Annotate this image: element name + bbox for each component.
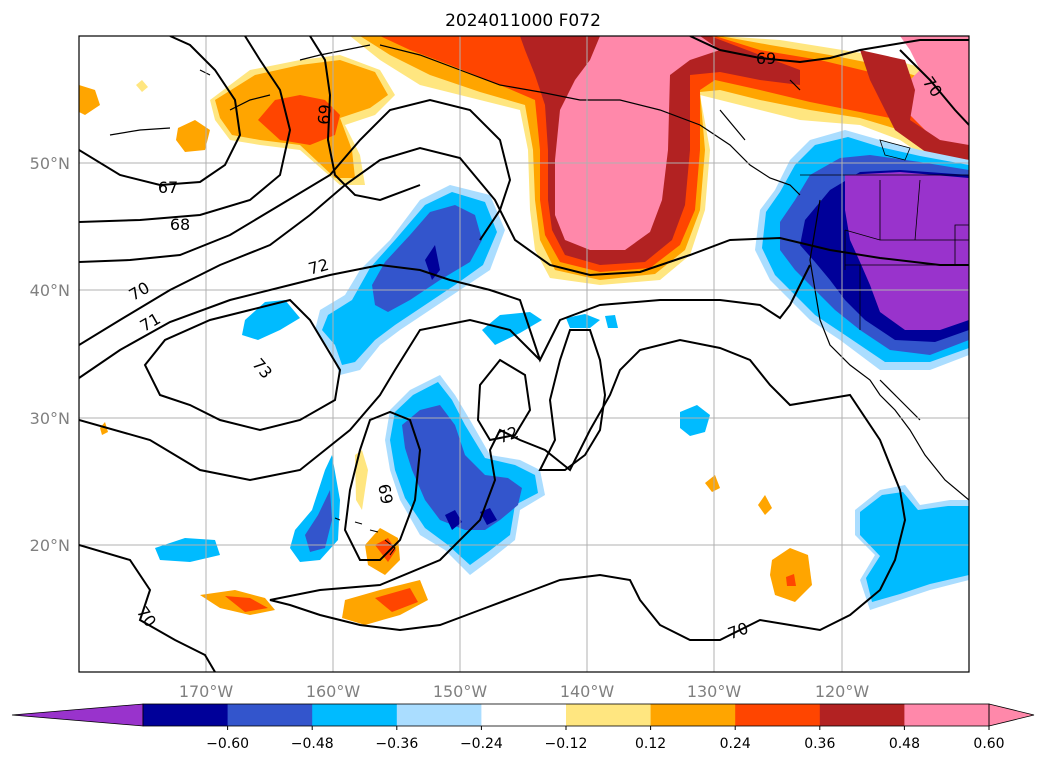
colorbar-tick-label: −0.60 [206,736,249,752]
state-borders [800,139,969,330]
contour-70-c [79,544,216,672]
colorbar-tick-label: −0.24 [460,736,503,752]
longitude-labels: 170°W 160°W 150°W 140°W 130°W 120°W [179,682,870,701]
colorbar-segment [396,704,482,726]
colorbar-tick-label: 0.60 [973,736,1004,752]
positive-anomaly-yellow-islet [136,80,148,92]
positive-anomaly-orange-islet [176,120,210,152]
map-frame [78,35,970,673]
contour-69-a [309,36,421,202]
positive-anomaly-orange-far-west [79,85,100,115]
positive-anomaly-yellow-sliver [355,450,368,510]
negative-anomaly-blue-southwest [305,490,332,552]
latitude-labels: 50°N 40°N 30°N 20°N [30,154,70,555]
colorbar-tick-label: 0.12 [635,736,666,752]
map-content: 67 68 69 69 69 70 70 70 70 71 72 72 73 [79,36,969,672]
colorbar-extend-max [988,703,1035,727]
colorbar-segment [143,704,229,726]
colorbar-tick-label: −0.48 [291,736,334,752]
colorbar-segment [904,704,990,726]
colorbar-segment [650,704,736,726]
contour-68 [79,36,292,223]
colorbar-segment [312,704,398,726]
negative-anomaly-navy-south-b [480,508,497,525]
colorbar-tick-label: −0.36 [375,736,418,752]
contour-70-b [899,49,969,126]
colorbar-tick-label: 0.36 [804,736,835,752]
positive-anomaly-orange-east-c [705,475,720,492]
hawaii-islands [334,517,396,556]
positive-anomaly-pink-north [555,36,720,250]
contour-73 [143,298,342,432]
contour-70-a [79,98,512,263]
lon-label-140w: 140°W [560,682,615,701]
contour-label-69-north: 69 [314,104,335,126]
contour-69-b [689,36,969,64]
map-title: 2024011000 F072 [445,11,601,31]
negative-anomaly-cyan-far-southwest [155,538,220,562]
colorbar-tick-label: 0.24 [720,736,751,752]
contour-72-c [79,318,541,482]
contour-71 [79,146,969,346]
lon-label-160w: 160°W [306,682,361,701]
contour-label-72-north: 72 [306,255,331,279]
lat-label-50n: 50°N [30,154,70,173]
lat-label-20n: 20°N [30,536,70,555]
positive-anomaly-orange-east-b [758,495,772,515]
contour-69-c [343,410,422,561]
colorbar-tick-label: −0.12 [545,736,588,752]
negative-anomaly-cyan-west [242,300,300,340]
lon-label-170w: 170°W [179,682,234,701]
negative-anomaly-blue-south [402,405,522,530]
positive-anomaly-red-east-a [786,574,796,586]
colorbar-segment [227,704,313,726]
colorbar-segment [566,704,652,726]
positive-anomaly-darkred-northeast [860,50,969,160]
positive-anomaly-pink-northeast [900,36,969,150]
lon-label-120w: 120°W [815,682,870,701]
negative-anomaly-cyan-mid-small [566,314,600,328]
colorbar-extend-min [11,703,144,727]
contour-label-67: 67 [158,178,178,197]
height-contours [79,36,969,672]
lon-label-130w: 130°W [687,682,742,701]
positive-anomaly-orange-east-a [770,548,812,602]
lon-label-150w: 150°W [433,682,488,701]
lat-label-30n: 30°N [30,409,70,428]
colorbar: −0.60 −0.48 −0.36 −0.24 −0.12 0.12 0.24 0.36 0.4… [11,703,1035,752]
positive-anomaly-red-south-b [375,588,418,612]
positive-anomaly-red-northwest [258,95,340,145]
contour-72-d [538,329,607,471]
graticule [79,36,969,672]
contour-label-68: 68 [170,215,190,234]
positive-anomaly-red-south-a [225,596,268,612]
negative-anomaly-navy-central [425,245,440,280]
negative-anomaly-cyan-east-small [680,405,710,436]
lat-label-40n: 40°N [30,281,70,300]
contour-72-a [79,263,811,379]
colorbar-segment [481,704,567,726]
positive-anomaly-orange-west-dot [100,422,108,435]
colorbar-segment [819,704,905,726]
contour-71-b [269,338,907,641]
negative-anomaly-cyan-mid-dot [605,315,618,328]
contour-72-b [476,358,532,442]
contour-label-69-ne: 69 [756,49,776,68]
negative-anomaly-navy-south-a [445,510,462,530]
contour-label-69-south: 69 [374,482,396,505]
map-panel [79,36,969,672]
colorbar-segment [735,704,821,726]
colorbar-tick-label: 0.48 [889,736,920,752]
contour-67 [79,36,242,187]
